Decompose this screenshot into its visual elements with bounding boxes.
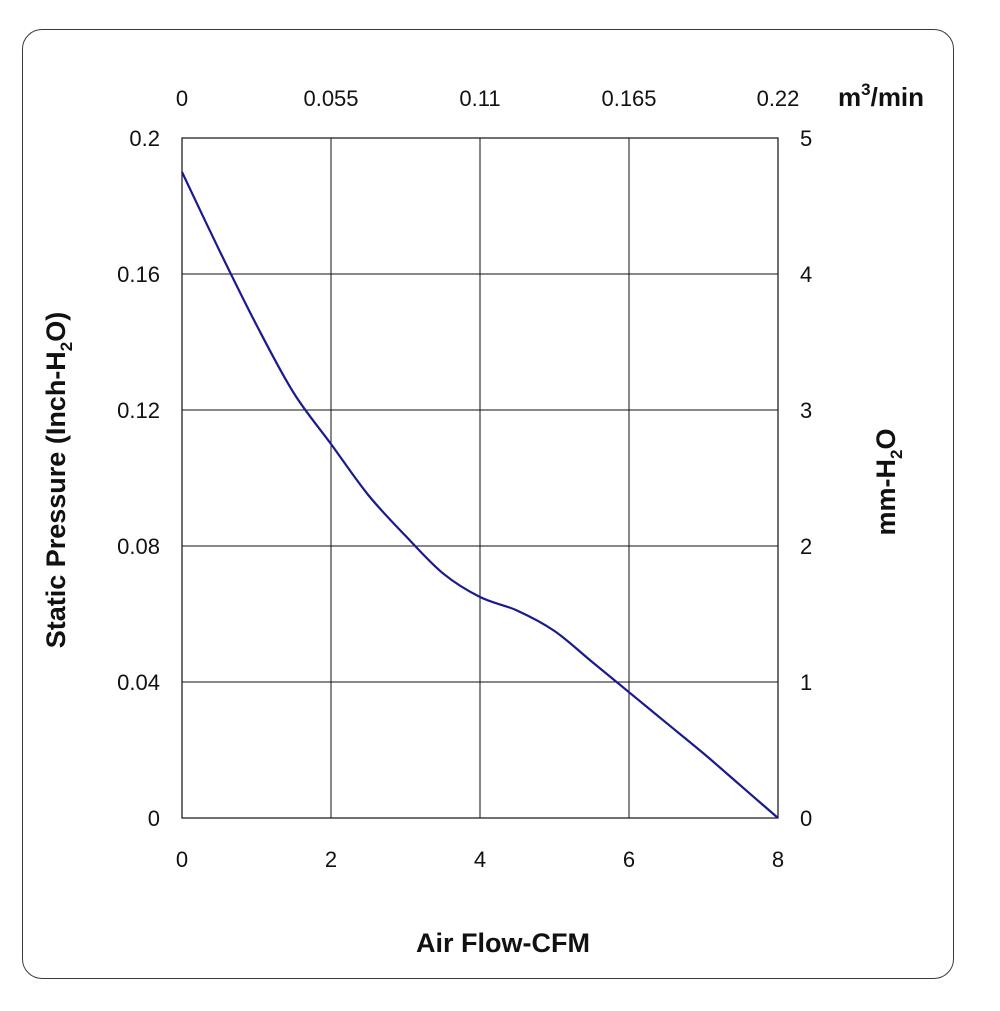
x2-tick-label: 0 [176, 86, 188, 111]
y2-axis-title: mm-H2O [871, 429, 906, 536]
y-axis-title: Static Pressure (Inch-H2O) [41, 312, 76, 649]
x2-axis-title: m3/min [838, 80, 924, 112]
series-layer [181, 171, 779, 819]
y2-tick-label: 5 [800, 126, 812, 151]
x2-tick-label: 0.165 [601, 86, 656, 111]
y-tick-label: 0.2 [129, 126, 160, 151]
y-tick-label: 0 [148, 806, 160, 831]
tick-labels: 0 2 4 6 80 0.055 0.11 0.165 0.2200.040.080.120.1… [117, 86, 812, 872]
y-tick-label: 0.04 [117, 670, 160, 695]
y2-tick-label: 1 [800, 670, 812, 695]
y-tick-label: 0.16 [117, 262, 160, 287]
grid [182, 138, 778, 818]
x-tick-label: 4 [474, 847, 486, 872]
y2-tick-label: 3 [800, 398, 812, 423]
x2-tick-label: 0.22 [757, 86, 800, 111]
y2-tick-label: 4 [800, 262, 812, 287]
y2-tick-label: 0 [800, 806, 812, 831]
chart-frame [22, 29, 954, 979]
plot-area [181, 137, 779, 819]
y2-tick-label: 2 [800, 534, 812, 559]
x-tick-label: 8 [772, 847, 784, 872]
y-tick-label: 0.12 [117, 398, 160, 423]
pressure-curve [181, 171, 779, 819]
x-tick-label: 2 [325, 847, 337, 872]
x2-tick-label: 0.055 [303, 86, 358, 111]
x-tick-label: 0 [176, 847, 188, 872]
x2-tick-label: 0.11 [459, 86, 500, 111]
x-axis-title: Air Flow-CFM [416, 928, 590, 958]
y-tick-label: 0.08 [117, 534, 160, 559]
x-tick-label: 6 [623, 847, 635, 872]
